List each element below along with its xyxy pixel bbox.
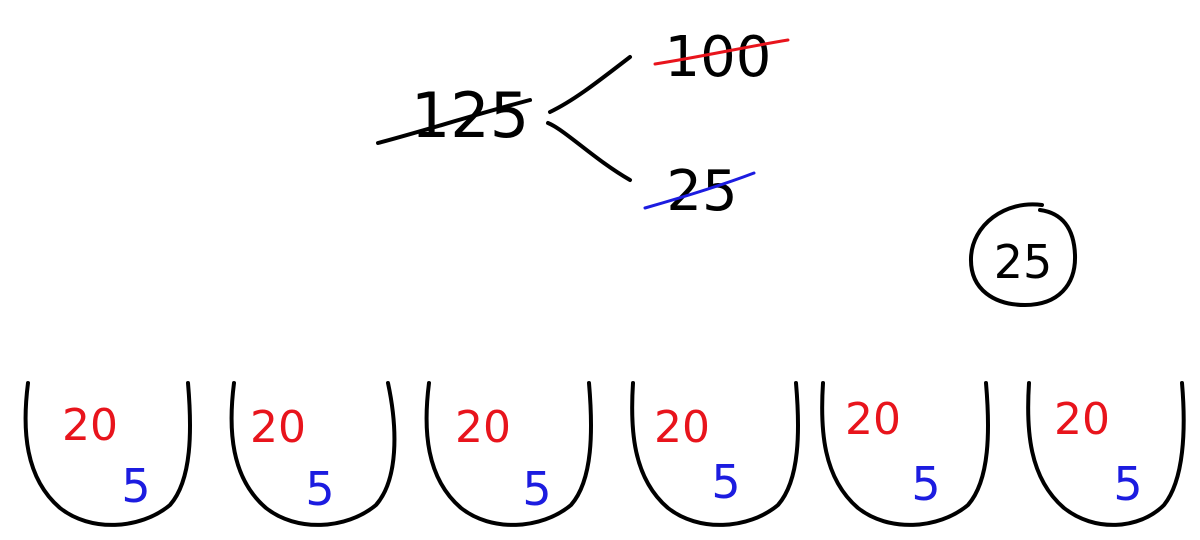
bowl: 20 5 bbox=[424, 381, 593, 527]
branch-line-top bbox=[548, 55, 632, 114]
branch-top-strikethrough bbox=[653, 38, 790, 66]
bowl-tens: 20 bbox=[654, 402, 710, 453]
bowl: 20 5 bbox=[1026, 381, 1186, 527]
bowl-tens: 20 bbox=[845, 394, 901, 445]
bowl-tens: 20 bbox=[250, 402, 306, 453]
bowl-tens: 20 bbox=[455, 402, 511, 453]
bowl-tens: 20 bbox=[62, 400, 118, 451]
bowl-outline bbox=[23, 381, 192, 527]
bowl-outline bbox=[424, 381, 593, 527]
bowl: 20 5 bbox=[820, 381, 990, 527]
bowl-ones: 5 bbox=[911, 457, 940, 511]
bowl-ones: 5 bbox=[711, 455, 740, 509]
bowl-outline bbox=[229, 381, 397, 527]
bowl-ones: 5 bbox=[522, 462, 551, 516]
bowl: 20 5 bbox=[630, 381, 800, 527]
bowl: 20 5 bbox=[23, 381, 192, 527]
root-strikethrough bbox=[376, 98, 532, 145]
circle-outline bbox=[968, 202, 1078, 308]
remainder-circle: 25 bbox=[968, 202, 1078, 308]
bowl-ones: 5 bbox=[1113, 457, 1142, 511]
branch-bottom-strikethrough bbox=[643, 171, 756, 210]
bowl-tens: 20 bbox=[1054, 394, 1110, 445]
number-bond-tree: 125 100 25 bbox=[376, 25, 790, 224]
branch-top-number: 100 bbox=[665, 25, 772, 90]
bowl-ones: 5 bbox=[121, 459, 150, 513]
bowl-ones: 5 bbox=[305, 462, 334, 516]
remainder-number: 25 bbox=[994, 235, 1053, 289]
bowl-outline bbox=[630, 381, 800, 527]
branch-line-bottom bbox=[546, 121, 632, 182]
bowl-outline bbox=[820, 381, 990, 527]
bowls-row: 20 5 20 5 20 5 20 5 20 5 20 5 bbox=[23, 381, 1186, 527]
bowl-outline bbox=[1026, 381, 1186, 527]
bowl: 20 5 bbox=[229, 381, 397, 527]
